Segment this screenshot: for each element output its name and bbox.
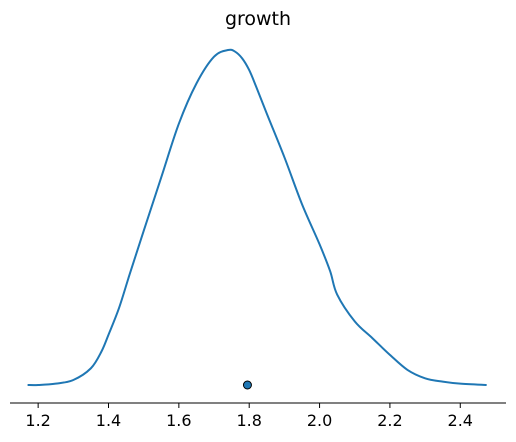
- density-line: [27, 48, 487, 387]
- x-tick-label: 1.6: [166, 411, 191, 430]
- point-estimate-marker: [242, 380, 252, 390]
- x-tick-label: 1.4: [96, 411, 121, 430]
- x-tick-label: 2.4: [448, 411, 473, 430]
- chart-title: growth: [225, 8, 291, 30]
- x-tick-label: 2.2: [377, 411, 402, 430]
- x-axis: 1.2 1.4 1.6 1.8 2.0 2.2 2.4: [10, 402, 506, 430]
- x-tick-label: 1.8: [236, 411, 261, 430]
- x-tick-label: 2.0: [307, 411, 332, 430]
- x-tick-label: 1.2: [25, 411, 50, 430]
- plot-area: [27, 48, 487, 390]
